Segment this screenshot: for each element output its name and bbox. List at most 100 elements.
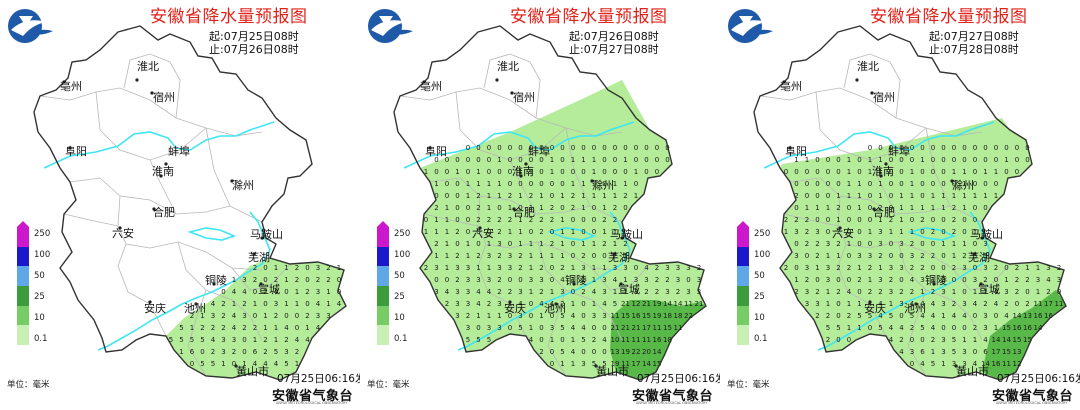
grid-value: 2: [455, 276, 459, 284]
grid-value: 1: [253, 300, 257, 308]
grid-value: 2: [295, 348, 299, 356]
grid-value: 1: [560, 192, 564, 200]
grid-value: 1: [613, 228, 617, 236]
grid-value: 2: [560, 300, 564, 308]
grid-value: 3: [497, 300, 501, 308]
legend-swatch: [17, 246, 29, 267]
grid-value: 3: [878, 240, 882, 248]
grid-value: 4: [644, 264, 649, 272]
county-boundary: [477, 243, 527, 337]
grid-value: 2: [529, 192, 533, 200]
grid-value: 0: [592, 144, 596, 152]
grid-value: 22: [632, 348, 641, 356]
grid-value: 2: [899, 288, 903, 296]
grid-value: 4: [274, 360, 279, 368]
grid-value: 0: [539, 336, 543, 344]
grid-value: 5: [169, 336, 173, 344]
grid-value: 1: [973, 228, 977, 236]
grid-value: 1: [836, 216, 840, 224]
grid-value: 0: [592, 204, 596, 212]
grid-value: 2: [983, 300, 987, 308]
county-boundary: [951, 263, 1011, 291]
grid-value: 0: [815, 180, 819, 188]
grid-value: 3: [826, 264, 830, 272]
agency-name: 安徽省气象台: [992, 389, 1074, 404]
grid-value: 1: [592, 156, 596, 164]
grid-value: 3: [529, 276, 533, 284]
grid-value: 0: [1004, 144, 1008, 152]
grid-value: 3: [221, 348, 225, 356]
grid-value: 1: [899, 216, 903, 224]
grid-value: 2: [592, 336, 596, 344]
city-label: 滁州: [592, 179, 614, 192]
river: [403, 121, 635, 351]
grid-value: 2: [805, 228, 809, 236]
grid-value: 0: [497, 204, 501, 212]
grid-value: 0: [805, 252, 809, 260]
grid-value: 11: [632, 336, 641, 344]
city-dot: [872, 207, 876, 211]
grid-value: 1: [847, 300, 851, 308]
grid-value: 3: [242, 312, 246, 320]
grid-value: 0: [613, 144, 617, 152]
grid-value: 2: [455, 228, 459, 236]
grid-value: 2: [455, 252, 459, 260]
city-label: 安庆: [144, 302, 166, 315]
city-dot: [788, 146, 792, 150]
grid-value: 4: [889, 336, 894, 344]
grid-value: 1: [973, 336, 977, 344]
city-label: 芜湖: [248, 251, 270, 264]
grid-value: 1: [529, 324, 533, 332]
grid-value: 4: [316, 300, 321, 308]
grid-value: 4: [994, 300, 999, 308]
grid-value: 0: [1004, 168, 1008, 176]
grid-value: 0: [826, 168, 830, 176]
grid-value: 1: [952, 240, 956, 248]
grid-value: 1: [973, 288, 977, 296]
grid-value: 0: [581, 300, 585, 308]
grid-value: 1: [529, 288, 533, 296]
river: [763, 121, 995, 351]
grid-value: 2: [784, 264, 788, 272]
grid-value: 1: [815, 204, 819, 212]
grid-value: 3: [983, 240, 987, 248]
city-dot: [954, 364, 958, 368]
city-dot: [252, 252, 256, 256]
grid-value: 0: [794, 180, 798, 188]
city-label: 亳州: [60, 80, 82, 93]
grid-value: 0: [476, 144, 480, 152]
grid-value: 0: [931, 264, 935, 272]
grid-value: 3: [899, 300, 903, 308]
grid-value: 1: [910, 180, 914, 188]
grid-value: 1: [337, 264, 341, 272]
legend-swatch: [377, 227, 389, 248]
grid-value: 2: [847, 312, 851, 320]
grid-value: 13: [1023, 312, 1032, 320]
grid-value: 2: [805, 240, 809, 248]
grid-value: 0: [466, 204, 470, 212]
grid-value: 4: [878, 312, 883, 320]
unit-label: 单位：毫米: [7, 380, 50, 390]
grid-value: 1: [550, 336, 554, 344]
grid-value: 14: [663, 300, 672, 308]
grid-value: 2: [836, 204, 840, 212]
grid-value: 0: [847, 204, 851, 212]
grid-value: 1: [602, 228, 606, 236]
city-label: 阜阳: [785, 145, 807, 158]
grid-value: 2: [571, 192, 575, 200]
city-dot: [554, 302, 558, 306]
grid-value: 0: [602, 180, 606, 188]
grid-value: 1: [878, 216, 882, 224]
grid-value: 2: [613, 216, 617, 224]
grid-value: 21: [621, 300, 630, 308]
grid-value: 2: [508, 192, 512, 200]
grid-value: 2: [550, 204, 554, 212]
grid-value: 1: [232, 276, 236, 284]
legend-swatch: [737, 227, 749, 248]
grid-value: 2: [952, 264, 956, 272]
city-dot: [495, 78, 499, 82]
grid-value: 0: [815, 168, 819, 176]
grid-value: 0: [508, 144, 512, 152]
legend-arrow-icon: [737, 221, 749, 227]
grid-value: 3: [508, 264, 512, 272]
